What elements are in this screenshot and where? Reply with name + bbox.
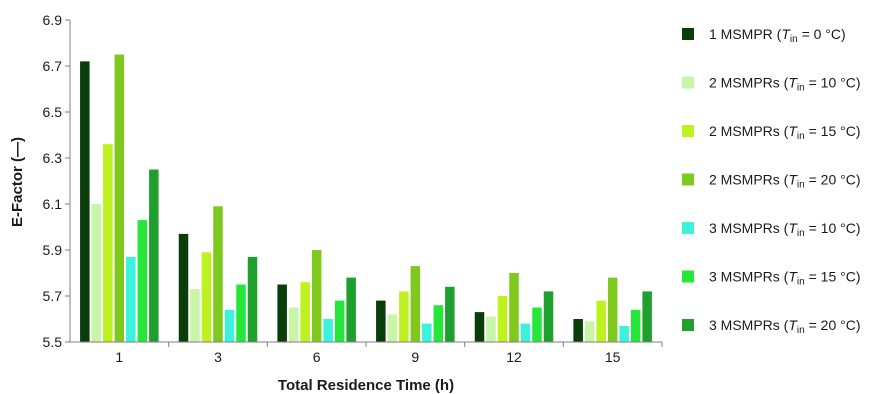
- bar: [346, 277, 356, 342]
- bar: [433, 305, 444, 342]
- bar: [201, 252, 212, 342]
- y-tick-label: 6.1: [43, 196, 63, 212]
- bar: [607, 277, 618, 342]
- bar: [190, 289, 200, 342]
- bar: [288, 307, 299, 342]
- x-tick-label: 1: [115, 349, 123, 365]
- y-tick-label: 5.5: [43, 334, 63, 350]
- y-tick-label: 6.3: [43, 150, 63, 166]
- y-tick-label: 5.9: [43, 242, 63, 258]
- x-tick-label: 6: [313, 349, 321, 365]
- bar: [474, 312, 485, 342]
- x-tick-label: 12: [506, 349, 522, 365]
- bar: [573, 319, 583, 342]
- legend-swatch: [682, 173, 694, 186]
- bar: [520, 323, 531, 342]
- bar: [178, 233, 189, 342]
- y-tick-label: 6.5: [43, 104, 63, 120]
- bar: [114, 54, 125, 342]
- bar: [236, 284, 246, 342]
- bar: [80, 61, 90, 343]
- legend-swatch: [682, 28, 694, 40]
- legend-swatch: [682, 222, 694, 234]
- bar: [126, 256, 136, 342]
- legend-swatch: [682, 125, 694, 137]
- y-tick-label: 6.7: [43, 58, 63, 74]
- bar: [149, 169, 159, 342]
- bar: [486, 316, 496, 342]
- bar: [543, 291, 554, 342]
- y-tick-label: 6.9: [43, 12, 63, 28]
- bar: [619, 325, 629, 342]
- bar: [213, 206, 223, 342]
- bar: [103, 144, 113, 342]
- bar: [497, 296, 508, 342]
- y-axis-title: E-Factor (—): [9, 137, 26, 227]
- bar: [334, 300, 345, 342]
- legend-swatch: [682, 76, 694, 89]
- legend-label: 2 MSMPRs (Tin = 15 °C): [709, 123, 861, 142]
- bar: [91, 204, 102, 342]
- legend-label: 3 MSMPRs (Tin = 10 °C): [709, 220, 861, 239]
- bar: [422, 323, 432, 342]
- bar: [410, 266, 421, 342]
- legend-swatch: [682, 319, 694, 331]
- bar: [532, 307, 542, 342]
- legend-label: 2 MSMPRs (Tin = 20 °C): [709, 172, 861, 191]
- legend-label: 1 MSMPR (Tin = 0 °C): [709, 26, 846, 45]
- x-tick-label: 15: [605, 349, 621, 365]
- bar: [509, 273, 519, 342]
- bar: [137, 220, 148, 342]
- bar: [311, 250, 322, 342]
- legend-label: 3 MSMPRs (Tin = 20 °C): [709, 317, 861, 336]
- y-tick-label: 5.7: [43, 288, 63, 304]
- bar: [596, 300, 606, 342]
- x-axis-title: Total Residence Time (h): [278, 377, 454, 394]
- bar: [642, 291, 652, 342]
- bar: [376, 300, 386, 342]
- bar: [584, 321, 595, 342]
- x-tick-label: 3: [214, 349, 222, 365]
- bar: [387, 314, 398, 342]
- axes: 5.5 5.7 5.9 6.1 6.3 6.5 6.7 6.9 1 3 6 9 12 15: [43, 12, 663, 365]
- bar: [630, 309, 641, 342]
- legend-label: 2 MSMPRs (Tin = 10 °C): [709, 75, 861, 94]
- bar: [277, 284, 287, 342]
- bar: [247, 256, 258, 342]
- plot-area: [80, 54, 652, 343]
- bar: [300, 282, 310, 342]
- x-tick-label: 9: [411, 349, 419, 365]
- bar: [224, 309, 235, 342]
- legend-swatch: [682, 270, 694, 283]
- bar: [323, 319, 333, 342]
- legend-label: 3 MSMPRs (Tin = 15 °C): [709, 269, 861, 288]
- bar: [445, 286, 455, 342]
- bar: [399, 291, 409, 342]
- legend: 1 MSMPR (Tin = 0 °C) 2 MSMPRs (Tin = 10 °…: [682, 26, 861, 336]
